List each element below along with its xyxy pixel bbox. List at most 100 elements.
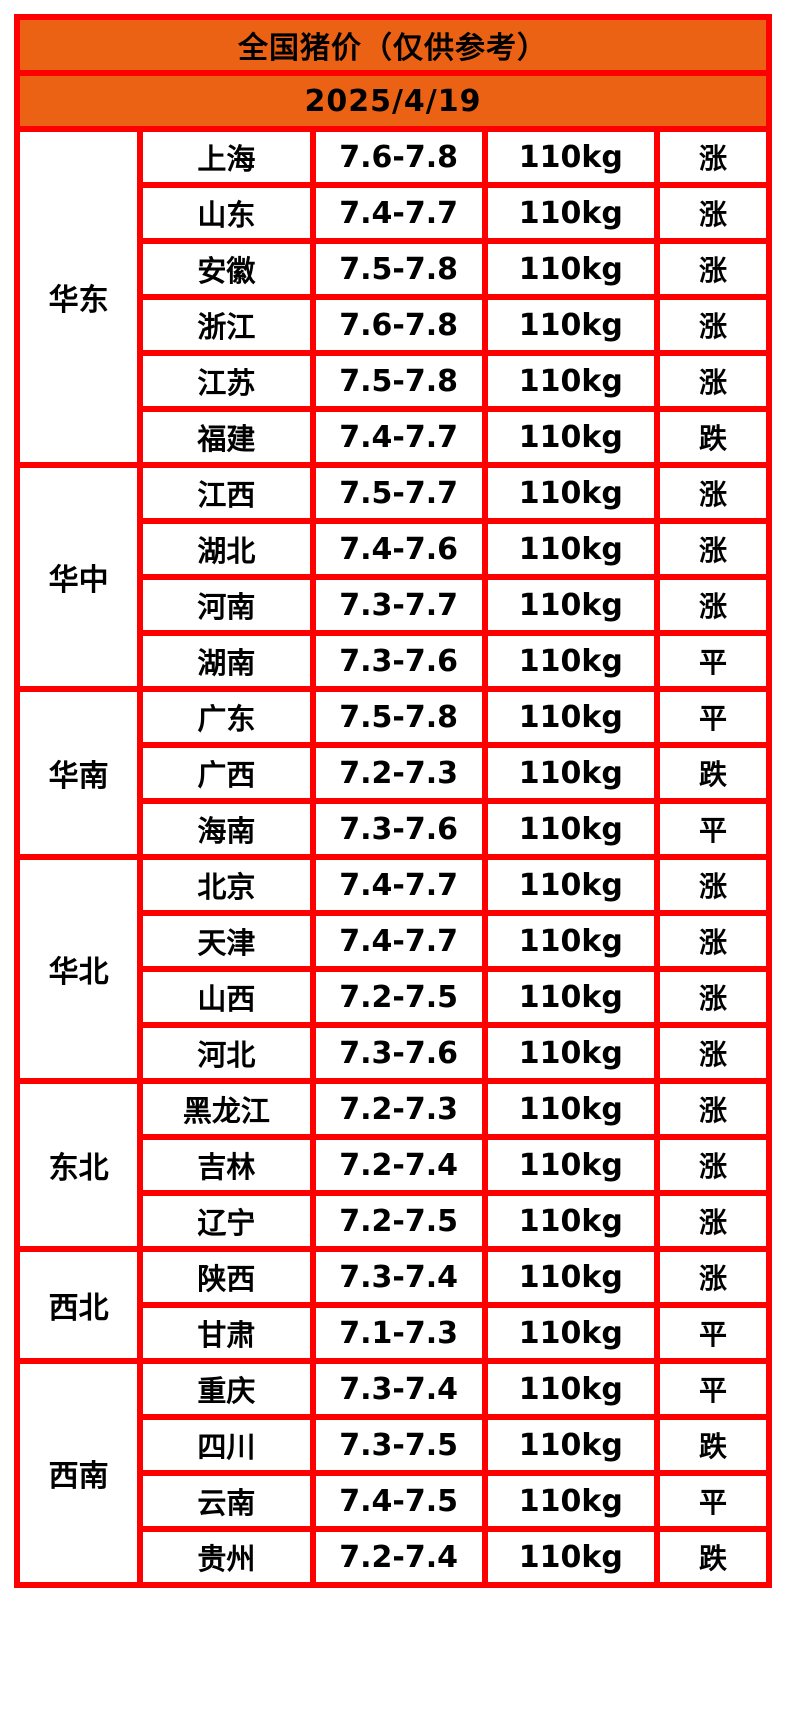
trend-cell: 涨 [653, 854, 773, 916]
province-cell: 重庆 [137, 1358, 316, 1420]
weight-cell: 110kg [481, 126, 660, 188]
table-row: 东北 黑龙江 7.2-7.3 110kg 涨 [13, 1078, 773, 1252]
weight-cell: 110kg [481, 1078, 660, 1140]
province-cell: 河北 [137, 1022, 316, 1084]
price-cell: 7.4-7.7 [309, 406, 488, 468]
table-row: 辽宁 7.2-7.5 110kg 涨 [17, 1190, 773, 1252]
table-row: 贵州 7.2-7.4 110kg 跌 [17, 1526, 773, 1588]
table-date: 2025/4/19 [14, 70, 772, 132]
price-cell: 7.3-7.4 [309, 1246, 488, 1308]
price-cell: 7.3-7.5 [309, 1414, 488, 1476]
title-row: 全国猪价（仅供参考） [14, 14, 772, 76]
table-row: 西南 重庆 7.3-7.4 110kg 平 [13, 1358, 773, 1588]
province-cell: 陕西 [137, 1246, 316, 1308]
weight-cell: 110kg [481, 910, 660, 972]
table-row: 华南 广东 7.5-7.8 110kg 平 [13, 686, 773, 860]
province-cell: 湖南 [137, 630, 316, 692]
weight-cell: 110kg [481, 854, 660, 916]
province-cell: 北京 [137, 854, 316, 916]
table-row: 湖南 7.3-7.6 110kg 平 [17, 630, 773, 692]
price-cell: 7.5-7.8 [309, 238, 488, 300]
price-cell: 7.3-7.6 [309, 798, 488, 860]
trend-cell: 涨 [653, 574, 773, 636]
table-row: 四川 7.3-7.5 110kg 跌 [17, 1414, 773, 1476]
province-cell: 江西 [137, 462, 316, 524]
table-row: 河南 7.3-7.7 110kg 涨 [17, 574, 773, 636]
province-cell: 山东 [137, 182, 316, 244]
price-cell: 7.4-7.6 [309, 518, 488, 580]
price-cell: 7.5-7.8 [309, 686, 488, 748]
weight-cell: 110kg [481, 406, 660, 468]
price-cell: 7.2-7.3 [309, 742, 488, 804]
trend-cell: 跌 [653, 1526, 773, 1588]
region-cell: 华东 [13, 126, 144, 468]
weight-cell: 110kg [481, 294, 660, 356]
province-cell: 黑龙江 [137, 1078, 316, 1140]
weight-cell: 110kg [481, 238, 660, 300]
weight-cell: 110kg [481, 462, 660, 524]
region-cell: 西南 [13, 1358, 144, 1588]
table-row: 河北 7.3-7.6 110kg 涨 [17, 1022, 773, 1084]
weight-cell: 110kg [481, 574, 660, 636]
price-cell: 7.6-7.8 [309, 126, 488, 188]
table-row: 山西 7.2-7.5 110kg 涨 [17, 966, 773, 1028]
table-row: 广西 7.2-7.3 110kg 跌 [17, 742, 773, 804]
trend-cell: 涨 [653, 350, 773, 412]
trend-cell: 涨 [653, 966, 773, 1028]
weight-cell: 110kg [481, 798, 660, 860]
table-row: 浙江 7.6-7.8 110kg 涨 [17, 294, 773, 356]
price-cell: 7.3-7.6 [309, 630, 488, 692]
trend-cell: 涨 [653, 1246, 773, 1308]
table-title: 全国猪价（仅供参考） [14, 14, 772, 76]
weight-cell: 110kg [481, 1246, 660, 1308]
weight-cell: 110kg [481, 518, 660, 580]
table-row: 吉林 7.2-7.4 110kg 涨 [17, 1134, 773, 1196]
pig-price-table: 全国猪价（仅供参考） 2025/4/19 华东 上海 7.6-7.8 110kg 涨山东… [13, 14, 773, 1588]
price-cell: 7.4-7.7 [309, 910, 488, 972]
province-cell: 吉林 [137, 1134, 316, 1196]
trend-cell: 平 [653, 630, 773, 692]
province-cell: 甘肃 [137, 1302, 316, 1364]
table-row: 天津 7.4-7.7 110kg 涨 [17, 910, 773, 972]
province-cell: 广东 [137, 686, 316, 748]
table-row: 山东 7.4-7.7 110kg 涨 [17, 182, 773, 244]
price-cell: 7.2-7.3 [309, 1078, 488, 1140]
province-cell: 云南 [137, 1470, 316, 1532]
weight-cell: 110kg [481, 686, 660, 748]
table-row: 福建 7.4-7.7 110kg 跌 [17, 406, 773, 468]
weight-cell: 110kg [481, 182, 660, 244]
weight-cell: 110kg [481, 1190, 660, 1252]
trend-cell: 跌 [653, 1414, 773, 1476]
province-cell: 贵州 [137, 1526, 316, 1588]
province-cell: 上海 [137, 126, 316, 188]
trend-cell: 涨 [653, 1022, 773, 1084]
table-row: 甘肃 7.1-7.3 110kg 平 [17, 1302, 773, 1364]
trend-cell: 涨 [653, 1078, 773, 1140]
table-row: 安徽 7.5-7.8 110kg 涨 [17, 238, 773, 300]
price-cell: 7.3-7.4 [309, 1358, 488, 1420]
trend-cell: 平 [653, 1358, 773, 1420]
price-cell: 7.4-7.7 [309, 854, 488, 916]
table-row: 江苏 7.5-7.8 110kg 涨 [17, 350, 773, 412]
trend-cell: 平 [653, 798, 773, 860]
trend-cell: 涨 [653, 182, 773, 244]
trend-cell: 跌 [653, 742, 773, 804]
price-cell: 7.3-7.6 [309, 1022, 488, 1084]
region-cell: 华中 [13, 462, 144, 692]
table-row: 湖北 7.4-7.6 110kg 涨 [17, 518, 773, 580]
table-row: 华北 北京 7.4-7.7 110kg 涨 [13, 854, 773, 1084]
weight-cell: 110kg [481, 1302, 660, 1364]
region-cell: 西北 [13, 1246, 144, 1364]
trend-cell: 涨 [653, 126, 773, 188]
trend-cell: 涨 [653, 1134, 773, 1196]
table-row: 海南 7.3-7.6 110kg 平 [17, 798, 773, 860]
province-cell: 湖北 [137, 518, 316, 580]
region-cell: 东北 [13, 1078, 144, 1252]
price-cell: 7.4-7.7 [309, 182, 488, 244]
region-cell: 华南 [13, 686, 144, 860]
weight-cell: 110kg [481, 742, 660, 804]
price-cell: 7.2-7.5 [309, 1190, 488, 1252]
weight-cell: 110kg [481, 350, 660, 412]
trend-cell: 平 [653, 686, 773, 748]
